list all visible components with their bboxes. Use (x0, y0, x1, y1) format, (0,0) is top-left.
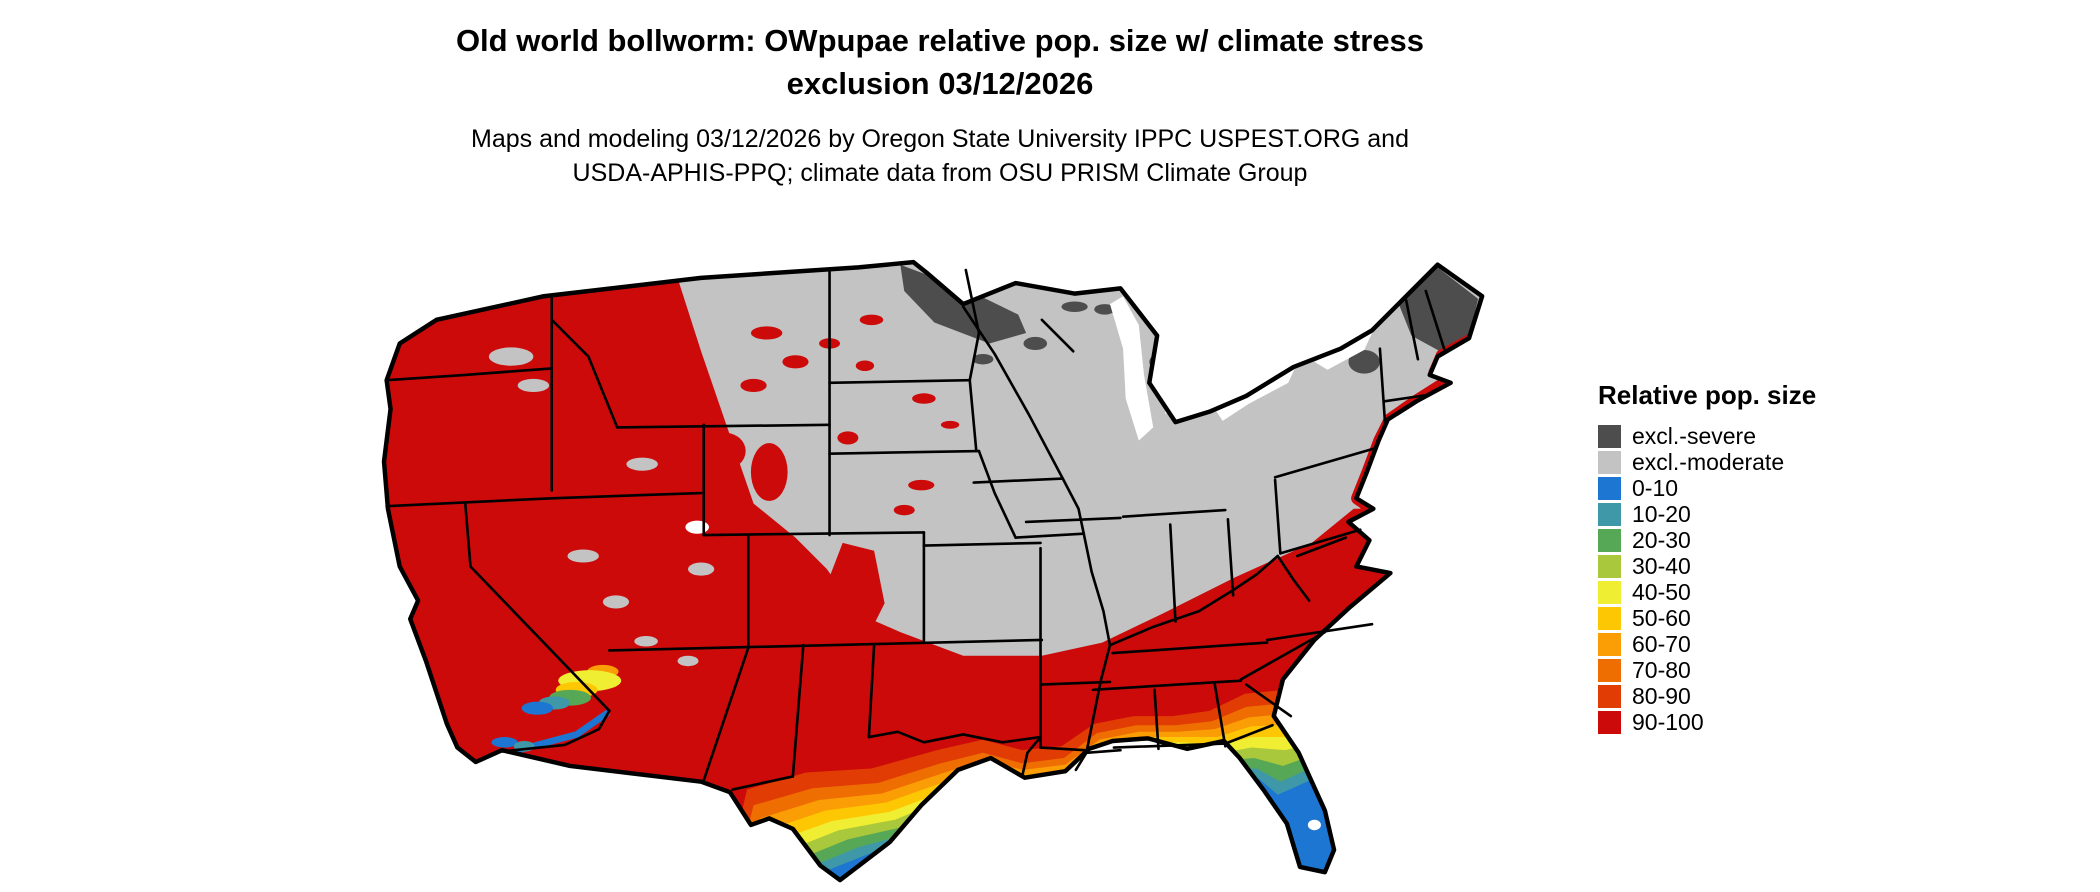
legend-item: 90-100 (1598, 709, 1816, 735)
legend-swatch-excl-moderate (1598, 450, 1621, 474)
legend-item: 80-90 (1598, 683, 1816, 709)
legend-label: excl.-moderate (1632, 449, 1785, 475)
legend-swatch-60-70 (1598, 632, 1621, 656)
legend-label: 90-100 (1632, 709, 1704, 735)
us-map-container (308, 228, 1566, 884)
state-borders (385, 268, 1446, 791)
subtitle-line1: Maps and modeling 03/12/2026 by Oregon S… (471, 124, 1409, 153)
us-choropleth-map (381, 259, 1485, 883)
us-outline (381, 259, 1485, 883)
legend-label: 60-70 (1632, 631, 1691, 657)
legend-item: excl.-severe (1598, 423, 1816, 449)
legend-item: 60-70 (1598, 631, 1816, 657)
legend-swatch-30-40 (1598, 554, 1621, 578)
legend-swatch-excl-severe (1598, 424, 1621, 448)
legend-item: 10-20 (1598, 501, 1816, 527)
legend-label: 10-20 (1632, 501, 1691, 527)
red-patches (703, 314, 960, 635)
legend: Relative pop. size excl.-severe excl.-mo… (1598, 380, 1816, 735)
gray-speckles (488, 347, 715, 667)
legend-item: 50-60 (1598, 605, 1816, 631)
legend-swatch-70-80 (1598, 658, 1621, 682)
figure-subtitle: Maps and modeling 03/12/2026 by Oregon S… (0, 122, 1880, 191)
legend-swatch-90-100 (1598, 710, 1621, 734)
subtitle-line2: USDA-APHIS-PPQ; climate data from OSU PR… (572, 159, 1308, 188)
legend-title: Relative pop. size (1598, 380, 1817, 410)
legend-swatch-20-30 (1598, 528, 1621, 552)
arizona-gradient-cluster (491, 664, 622, 754)
legend-label: 20-30 (1632, 527, 1691, 553)
legend-label: 40-50 (1632, 579, 1691, 605)
legend-label: excl.-severe (1632, 423, 1756, 449)
page-title-line1: Old world bollworm: OWpupae relative pop… (455, 23, 1425, 58)
legend-item: 0-10 (1598, 475, 1816, 501)
legend-swatch-10-20 (1598, 502, 1621, 526)
legend-swatch-40-50 (1598, 580, 1621, 604)
legend-label: 80-90 (1632, 683, 1691, 709)
legend-label: 0-10 (1632, 475, 1679, 501)
legend-swatch-50-60 (1598, 606, 1621, 630)
legend-label: 70-80 (1632, 657, 1691, 683)
legend-label: 30-40 (1632, 553, 1691, 579)
legend-label: 50-60 (1632, 605, 1691, 631)
legend-item: 20-30 (1598, 527, 1816, 553)
figure-header: Old world bollworm: OWpupae relative pop… (0, 20, 1880, 191)
legend-item: 70-80 (1598, 657, 1816, 683)
legend-item: 40-50 (1598, 579, 1816, 605)
legend-swatch-0-10 (1598, 476, 1621, 500)
legend-item: excl.-moderate (1598, 449, 1816, 475)
legend-item: 30-40 (1598, 553, 1816, 579)
page-title-line2: exclusion 03/12/2026 (786, 65, 1094, 101)
legend-swatch-80-90 (1598, 684, 1621, 708)
